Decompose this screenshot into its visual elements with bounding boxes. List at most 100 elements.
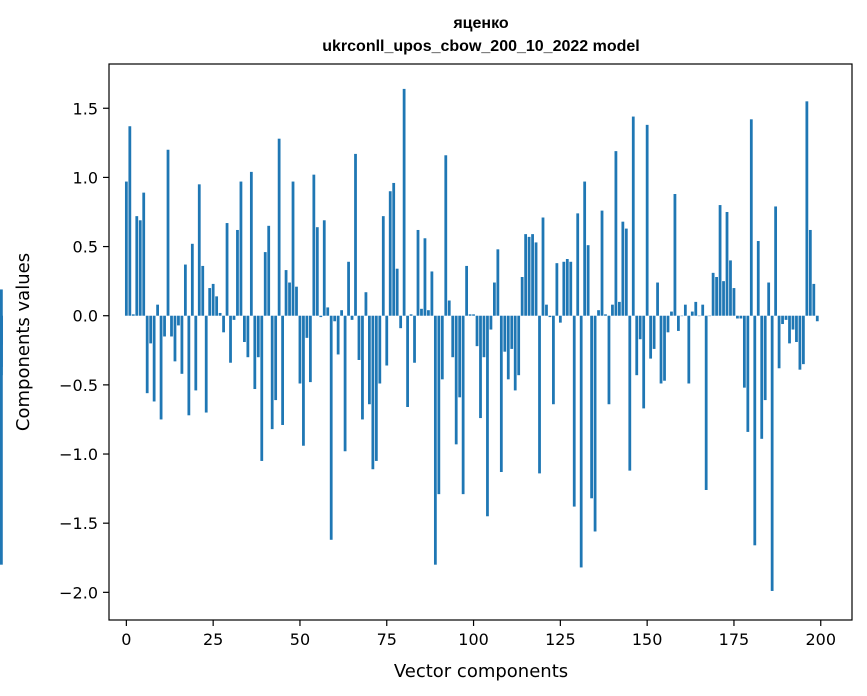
bar: [454, 315, 458, 445]
bar: [777, 315, 781, 369]
bar: [333, 315, 337, 322]
bar: [243, 315, 246, 342]
bar: [795, 315, 798, 342]
bar: [808, 229, 812, 316]
y-tick-label: −2.0: [59, 583, 98, 602]
bar: [302, 315, 305, 446]
bar: [288, 282, 291, 316]
bar: [541, 217, 545, 316]
bar: [576, 213, 580, 316]
bar: [256, 315, 260, 358]
bar: [635, 315, 639, 376]
bar: [774, 206, 778, 316]
bar: [683, 304, 687, 316]
bar: [357, 315, 361, 360]
bar: [645, 124, 649, 316]
bar: [354, 153, 357, 316]
bar: [694, 301, 698, 316]
bar: [388, 191, 392, 316]
bar: [270, 315, 274, 430]
bar: [295, 286, 298, 316]
bar: [722, 281, 725, 316]
bar: [204, 315, 208, 413]
bar: [173, 315, 177, 362]
bar: [628, 315, 632, 471]
bar: [586, 245, 590, 316]
bar: [135, 216, 139, 316]
bar: [472, 314, 475, 316]
bar: [552, 315, 555, 405]
bar: [361, 315, 364, 420]
bar: [263, 252, 267, 316]
bar: [364, 292, 368, 316]
bar: [611, 304, 614, 316]
bar: [604, 314, 607, 316]
bar: [350, 315, 354, 320]
bar: [249, 171, 253, 316]
x-tick-label: 125: [545, 630, 576, 649]
bar: [451, 315, 455, 358]
bar: [798, 315, 802, 370]
bar: [413, 315, 416, 363]
y-tick-label: −1.0: [59, 445, 98, 464]
bar: [607, 315, 611, 405]
bar: [406, 315, 409, 407]
bar: [666, 315, 670, 333]
bar: [579, 315, 583, 568]
bar: [260, 315, 264, 461]
bar: [159, 315, 163, 420]
bar: [170, 315, 173, 337]
bar: [760, 315, 764, 439]
x-tick-label: 25: [203, 630, 223, 649]
bar: [420, 308, 423, 316]
bar: [701, 304, 705, 316]
bar: [704, 315, 708, 490]
bar: [177, 315, 180, 326]
bar: [427, 310, 430, 316]
bar: [461, 315, 465, 495]
bar: [305, 315, 309, 338]
bar: [381, 216, 385, 316]
chart-title: яценко: [452, 15, 509, 32]
bar: [211, 283, 215, 316]
bar: [572, 315, 576, 507]
bar: [149, 315, 153, 344]
x-tick-label: 100: [458, 630, 489, 649]
bar: [642, 315, 646, 409]
bar: [489, 315, 493, 330]
bar: [815, 315, 819, 322]
bar: [569, 261, 573, 316]
y-tick-label: 1.0: [73, 168, 98, 187]
bar: [399, 315, 403, 329]
bar: [802, 315, 805, 365]
bar: [163, 315, 166, 337]
bar: [729, 260, 732, 316]
bar: [319, 315, 323, 318]
bar: [763, 315, 767, 401]
bar: [499, 315, 503, 473]
bar: [687, 315, 691, 384]
bar: [538, 315, 541, 474]
bar: [409, 314, 413, 316]
bar: [274, 315, 278, 401]
bar: [784, 315, 788, 320]
bar: [638, 315, 642, 340]
bar: [385, 315, 389, 366]
bar: [767, 282, 771, 316]
x-axis-ticks: 0 25 50 75 100 125 150 175 200: [121, 620, 836, 649]
bar: [805, 101, 809, 316]
bar: [742, 315, 746, 388]
plot-area-frame: [108, 63, 853, 621]
bar: [656, 282, 659, 316]
bar: [718, 205, 722, 316]
bar: [343, 315, 347, 452]
bar: [315, 227, 319, 316]
bar: [621, 221, 625, 316]
bar: [496, 249, 500, 316]
bar: [277, 138, 281, 316]
bar: [753, 315, 757, 546]
bar: [739, 315, 743, 319]
bar: [142, 192, 146, 316]
bar: [746, 315, 750, 432]
